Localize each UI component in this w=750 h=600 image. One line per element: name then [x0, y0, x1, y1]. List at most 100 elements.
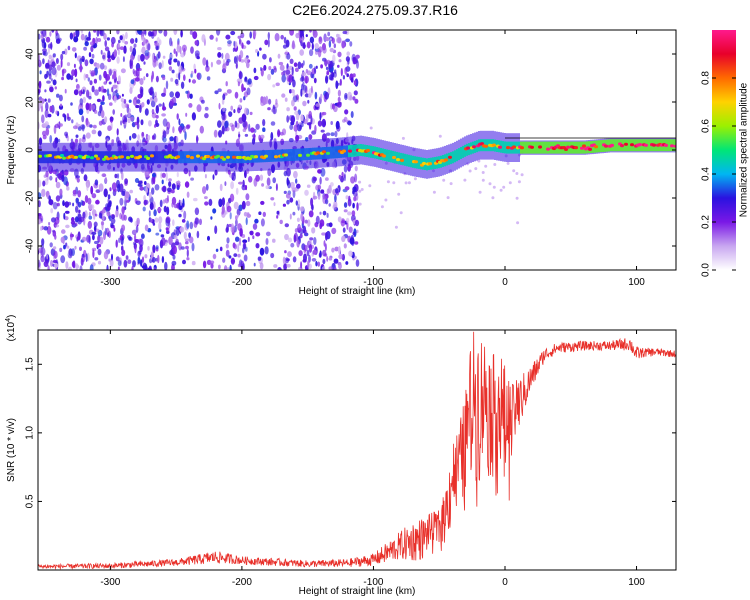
noise-cell [81, 115, 85, 123]
ridge-peak [392, 155, 396, 160]
noise-cell [254, 218, 259, 224]
noise-cell [360, 188, 364, 191]
noise-cell [199, 125, 204, 134]
noise-cell [80, 199, 84, 206]
noise-cell [204, 174, 207, 179]
noise-cell [98, 74, 102, 81]
ridge-peak [102, 157, 106, 161]
noise-cell [63, 244, 66, 250]
noise-cell [307, 260, 310, 269]
noise-cell [108, 81, 112, 85]
noise-cell [83, 174, 88, 182]
noise-cell [302, 259, 307, 263]
noise-cell [222, 257, 226, 263]
noise-cell [237, 107, 241, 114]
noise-cell [47, 113, 52, 118]
noise-cell [152, 173, 156, 178]
noise-cell [124, 191, 130, 199]
noise-cell [185, 241, 189, 245]
noise-cell [310, 85, 313, 94]
noise-cell [258, 211, 262, 215]
ridge-peak [620, 144, 624, 148]
noise-cell [141, 233, 145, 239]
ridge-peak [348, 149, 352, 153]
noise-cell [55, 224, 60, 228]
noise-cell [324, 91, 330, 100]
noise-cell [241, 83, 244, 93]
noise-cell [289, 197, 294, 203]
noise-cell [155, 105, 159, 114]
noise-cell [119, 183, 124, 193]
noise-cell [221, 205, 225, 214]
noise-cell [158, 221, 162, 231]
noise-cell [311, 227, 316, 234]
noise-cell [322, 249, 327, 257]
noise-cell [300, 88, 303, 97]
noise-cell [352, 73, 356, 78]
noise-cell [314, 91, 318, 100]
noise-cell [79, 98, 84, 106]
noise-cell [330, 121, 334, 125]
noise-cell [183, 210, 187, 220]
noise-cell [75, 30, 80, 38]
noise-cell [71, 261, 75, 268]
noise-cell [66, 186, 70, 191]
noise-cell [93, 30, 97, 33]
noise-cell [126, 107, 131, 114]
noise-cell [119, 235, 123, 241]
noise-cell [233, 201, 239, 210]
x-tick-label: 0 [502, 577, 508, 588]
noise-cell [205, 183, 209, 191]
noise-cell [295, 32, 300, 39]
noise-cell [189, 30, 193, 35]
noise-cell [74, 68, 78, 78]
noise-cell [255, 232, 261, 237]
noise-cell [104, 116, 108, 123]
spectrogram-x-ticks: -300 -200 -100 0 100 [100, 30, 645, 288]
ridge-peak [664, 143, 668, 147]
noise-cell [252, 223, 258, 230]
noise-cell [161, 113, 167, 117]
noise-cell [175, 228, 180, 236]
ridge-band [48, 151, 50, 164]
noise-cell [149, 217, 153, 223]
noise-cell [481, 171, 485, 174]
noise-cell [141, 102, 145, 108]
noise-cell [314, 124, 317, 133]
noise-cell [83, 73, 87, 81]
noise-cell [38, 200, 41, 208]
ridge-peak [342, 149, 346, 153]
noise-cell [446, 196, 450, 200]
noise-cell [319, 176, 322, 185]
noise-cell [210, 262, 214, 269]
noise-cell [314, 43, 319, 50]
noise-cell [276, 215, 279, 219]
noise-cell [45, 62, 50, 69]
noise-cell [67, 116, 71, 121]
noise-cell [88, 52, 92, 58]
noise-cell [58, 104, 64, 110]
noise-cell [169, 91, 174, 98]
noise-cell [280, 34, 285, 40]
noise-cell [167, 187, 172, 193]
noise-cell [90, 185, 94, 195]
noise-cell [91, 231, 97, 235]
noise-cell [287, 237, 293, 243]
noise-cell [153, 133, 157, 140]
noise-cell [180, 246, 185, 250]
ridge-peak [506, 146, 510, 150]
noise-cell [324, 198, 329, 205]
noise-cell [103, 188, 108, 198]
ridge-band [124, 151, 126, 164]
noise-cell [63, 212, 66, 220]
noise-cell [157, 207, 162, 212]
noise-cell [338, 174, 342, 180]
noise-cell [290, 242, 295, 248]
ridge-band [42, 151, 44, 164]
noise-cell [311, 42, 314, 51]
noise-cell [90, 45, 94, 53]
noise-cell [289, 58, 294, 64]
noise-cell [313, 176, 317, 182]
noise-cell [169, 98, 174, 107]
